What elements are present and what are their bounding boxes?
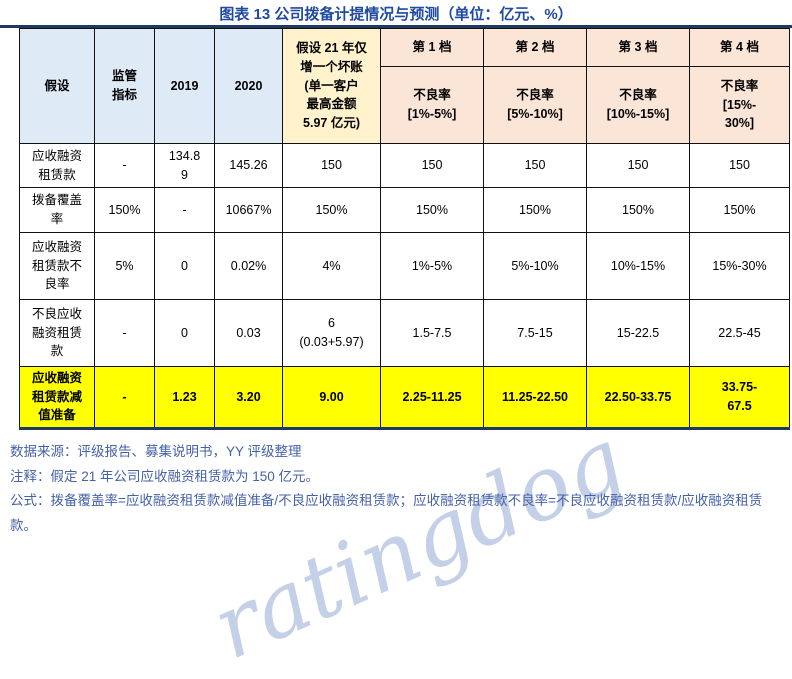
assumption-note: 注释：假定 21 年公司应收融资租赁款为 150 亿元。 [10,468,320,484]
table-row-npl-ratio: 应收融资 租赁款不 良率 5% 0 0.02% 4% 1%-5% 5%-10% … [19,232,790,300]
table-cell: 150 [586,143,690,188]
provision-forecast-table: 假设 监管 指标 2019 2020 假设 21 年仅 增一个坏账 (单一客户 … [19,28,790,430]
table-cell: 7.5-15 [483,299,587,367]
table-cell: 150% [282,187,381,233]
header-year-2019: 2019 [154,28,215,144]
table-cell: 150 [689,143,790,188]
table-cell: 0 [154,299,215,367]
table-cell: 150 [282,143,381,188]
row-label: 拨备覆盖 率 [19,187,95,233]
header-tier-3-npl-range: 不良率 [10%-15%] [586,66,690,144]
header-hypothesis: 假设 [19,28,95,144]
table-cell: 15-22.5 [586,299,690,367]
table-cell: 1.5-7.5 [380,299,484,367]
table-cell: 3.20 [214,366,283,430]
table-cell: - [94,299,155,367]
table-cell: 145.26 [214,143,283,188]
table-cell: 15%-30% [689,232,790,300]
table-cell: - [154,187,215,233]
table-cell: 134.8 9 [154,143,215,188]
table-cell: 150 [483,143,587,188]
header-tier-1-npl-range: 不良率 [1%-5%] [380,66,484,144]
table-cell: 0.03 [214,299,283,367]
table-cell: 150% [586,187,690,233]
table-cell: 150% [689,187,790,233]
table-row-impairment-provision: 应收融资 租赁款减 值准备 - 1.23 3.20 9.00 2.25-11.2… [19,366,790,430]
table-row-coverage-ratio: 拨备覆盖 率 150% - 10667% 150% 150% 150% 150%… [19,187,790,233]
table-cell: 10%-15% [586,232,690,300]
row-label: 应收融资 租赁款减 值准备 [19,366,95,430]
header-assumption-21: 假设 21 年仅 增一个坏账 (单一客户 最高金额 5.97 亿元) [282,28,381,144]
data-source-note: 数据来源：评级报告、募集说明书，YY 评级整理 [10,444,302,459]
footnotes: 数据来源：评级报告、募集说明书，YY 评级整理 注释：假定 21 年公司应收融资… [10,440,782,538]
table-row-npl-amount: 不良应收 融资租赁 款 - 0 0.03 6 (0.03+5.97) 1.5-7… [19,299,790,367]
header-tier-4: 第 4 档 [689,28,790,67]
table-cell: 150% [483,187,587,233]
table-cell: 10667% [214,187,283,233]
header-tier-2-npl-range: 不良率 [5%-10%] [483,66,587,144]
row-label: 应收融资 租赁款不 良率 [19,232,95,300]
header-tier-4-npl-range: 不良率 [15%- 30%] [689,66,790,144]
table-cell: - [94,143,155,188]
table-row-receivables: 应收融资 租赁款 - 134.8 9 145.26 150 150 150 15… [19,143,790,188]
page-title: 图表 13 公司拨备计提情况与预测（单位：亿元、%） [219,6,573,23]
header-regulatory: 监管 指标 [94,28,155,144]
table-cell: 6 (0.03+5.97) [282,299,381,367]
table-cell: 1%-5% [380,232,484,300]
row-label: 不良应收 融资租赁 款 [19,299,95,367]
formula-note: 公式：拨备覆盖率=应收融资租赁款减值准备/不良应收融资租赁款；应收融资租赁款不良… [10,493,763,533]
table-cell: 5%-10% [483,232,587,300]
table-cell: 1.23 [154,366,215,430]
header-year-2020: 2020 [214,28,283,144]
title-divider [0,25,792,28]
row-label: 应收融资 租赁款 [19,143,95,188]
header-tier-3: 第 3 档 [586,28,690,67]
report-page: 图表 13 公司拨备计提情况与预测（单位：亿元、%） 假设 监管 指标 2019… [0,6,792,538]
table-cell: 22.50-33.75 [586,366,690,430]
table-cell: 22.5-45 [689,299,790,367]
table-cell: 9.00 [282,366,381,430]
table-cell: 2.25-11.25 [380,366,484,430]
table-cell: 150 [380,143,484,188]
table-cell: 150% [94,187,155,233]
table-cell: 33.75- 67.5 [689,366,790,430]
header-tier-1: 第 1 档 [380,28,484,67]
table-cell: 11.25-22.50 [483,366,587,430]
table-cell: 0 [154,232,215,300]
table-cell: 0.02% [214,232,283,300]
header-tier-2: 第 2 档 [483,28,587,67]
table-cell: 4% [282,232,381,300]
table-cell: 150% [380,187,484,233]
table-cell: 5% [94,232,155,300]
table-cell: - [94,366,155,430]
